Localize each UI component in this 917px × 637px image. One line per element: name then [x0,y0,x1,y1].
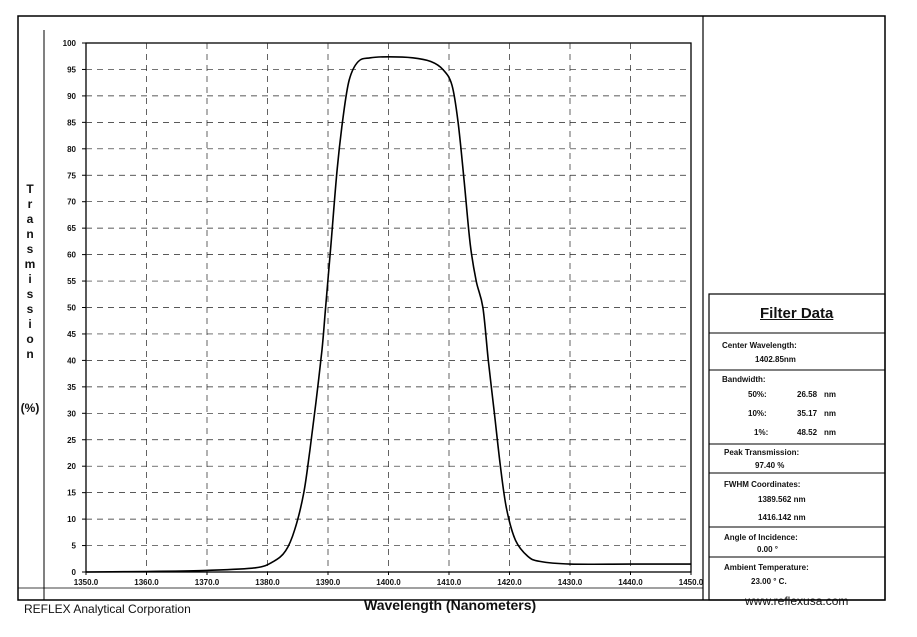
center-wavelength-value: 1402.85nm [755,355,796,364]
y-tick-label: 65 [67,224,76,233]
ambient-temperature-label: Ambient Temperature: [724,563,809,572]
y-tick-label: 35 [67,383,76,392]
bandwidth-1-unit: nm [824,428,836,437]
x-tick-label: 1450.0 [679,578,704,587]
y-tick-label: 95 [67,65,76,74]
outer-border [17,15,886,601]
y-tick-label: 45 [67,330,76,339]
y-axis-label-letter: m [24,257,36,271]
plot-area: 0 5 10 15 20 25 30 35 40 45 50 55 60 65 70 75 80 85 90 95 10… [63,39,704,587]
y-tick-label: 85 [67,118,76,127]
y-tick-label: 90 [67,92,76,101]
y-axis-label-letter: s [26,287,34,301]
bandwidth-50-label: 50%: [748,390,767,399]
y-axis-label-letter: T [26,182,34,196]
y-tick-label: 25 [67,436,76,445]
y-tick-label: 40 [67,356,76,365]
x-tick-label: 1410.0 [437,578,462,587]
y-tick-label: 70 [67,198,76,207]
y-axis-label-letter: i [28,272,32,286]
y-tick-label: 15 [67,489,76,498]
y-tick-label: 55 [67,277,76,286]
x-tick-label: 1430.0 [558,578,583,587]
bandwidth-1-value: 48.52 [797,428,818,437]
x-tick-label: 1400.0 [376,578,401,587]
y-axis-label-letter: n [26,347,34,361]
y-tick-label: 100 [63,39,77,48]
fwhm-value-1: 1389.562 nm [758,495,806,504]
x-tick-label: 1420.0 [497,578,522,587]
center-wavelength-label: Center Wavelength: [722,341,797,350]
bandwidth-10-unit: nm [824,409,836,418]
x-tick-label: 1360.0 [134,578,159,587]
bandwidth-label: Bandwidth: [722,375,766,384]
x-axis-label: Wavelength (Nanometers) [364,597,537,613]
bandwidth-50-value: 26.58 [797,390,818,399]
y-tick-label: 75 [67,171,76,180]
filter-data-title: Filter Data [760,305,834,322]
x-tick-label: 1350.0 [74,578,99,587]
y-axis-label-letter: o [26,332,34,346]
y-axis-label-letter: s [26,242,34,256]
x-tick-label: 1390.0 [316,578,341,587]
peak-transmission-label: Peak Transmission: [724,448,800,457]
bandwidth-10-label: 10%: [748,409,767,418]
y-axis-label-letter: a [26,212,34,226]
bandwidth-10-value: 35.17 [797,409,818,418]
angle-of-incidence-label: Angle of Incidence: [724,533,798,542]
y-tick-label: 5 [72,542,77,551]
fwhm-label: FWHM Coordinates: [724,480,801,489]
filter-data-separators [709,332,885,558]
bandwidth-50-unit: nm [824,390,836,399]
y-tick-label: 80 [67,145,76,154]
y-tick-label: 20 [67,462,76,471]
transmission-curve [85,55,691,573]
x-tick-label: 1380.0 [255,578,280,587]
ambient-temperature-value: 23.00 ° C. [751,577,787,586]
fwhm-value-2: 1416.142 nm [758,513,806,522]
angle-of-incidence-value: 0.00 ° [757,545,778,554]
x-tick-label: 1440.0 [618,578,643,587]
y-tick-label: 0 [72,568,77,577]
website-url: www.reflexusa.com [745,594,849,608]
y-tick-label: 60 [67,251,76,260]
y-axis-label-letter: n [26,227,34,241]
y-axis-unit: (%) [20,401,40,415]
peak-transmission-value: 97.40 % [755,461,785,470]
y-tick-label: 50 [67,304,76,313]
company-name: REFLEX Analytical Corporation [24,602,191,616]
y-tick-label: 10 [67,515,76,524]
x-tick-label: 1370.0 [195,578,220,587]
y-axis-label-letter: r [27,197,33,211]
filter-data-box [708,293,886,601]
y-axis-label-letter: i [28,317,32,331]
bandwidth-1-label: 1%: [754,428,769,437]
y-axis-label-letter: s [26,302,34,316]
y-tick-label: 30 [67,409,76,418]
